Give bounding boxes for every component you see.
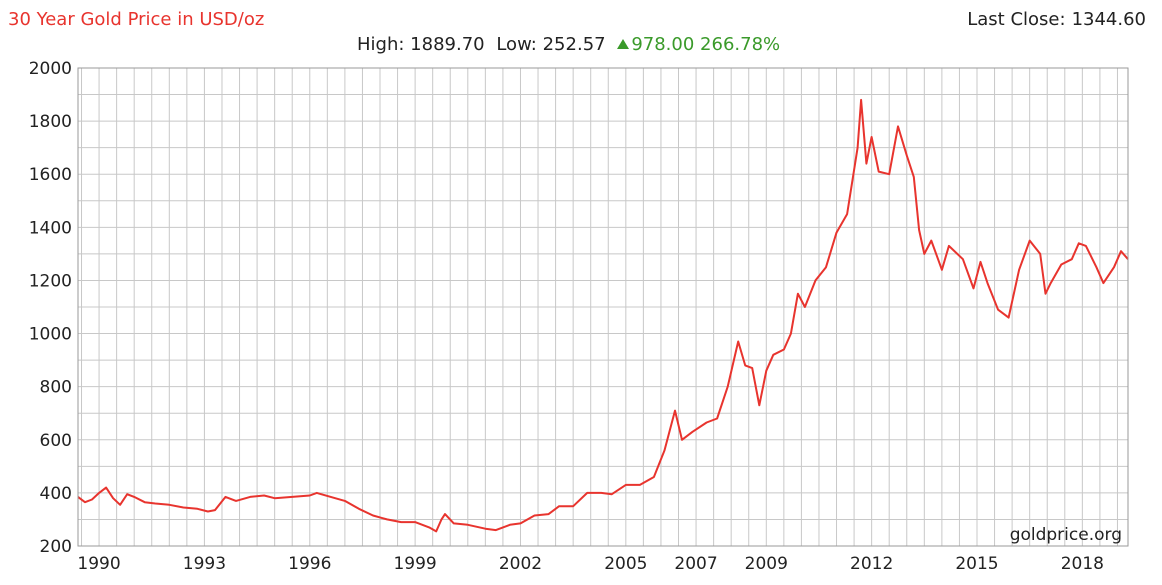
low-value: 252.57 <box>542 34 606 55</box>
y-tick-label: 200 <box>40 537 72 557</box>
last-close-label: Last Close: <box>967 9 1066 30</box>
chart-grid <box>78 67 1128 547</box>
y-tick-label: 800 <box>40 378 72 398</box>
y-tick-label: 2000 <box>29 59 72 79</box>
last-close: Last Close: 1344.60 <box>961 9 1146 30</box>
y-tick-label: 1800 <box>29 112 72 132</box>
watermark: goldprice.org <box>1010 525 1122 545</box>
high-label: High: <box>357 34 405 55</box>
x-tick-label: 2007 <box>674 554 717 574</box>
plot-frame <box>77 67 1129 547</box>
gold-price-line <box>77 98 1129 533</box>
x-tick-label: 2009 <box>745 554 788 574</box>
x-tick-label: 2005 <box>604 554 647 574</box>
y-tick-label: 1600 <box>29 165 72 185</box>
y-tick-label: 1400 <box>29 218 72 238</box>
x-tick-label: 1993 <box>183 554 226 574</box>
x-tick-label: 2012 <box>850 554 893 574</box>
high-value: 1889.70 <box>410 34 485 55</box>
low-label: Low: <box>496 34 537 55</box>
price-stats: High: 1889.70 Low: 252.57 978.00 266.78% <box>357 34 780 55</box>
y-tick-label: 1000 <box>29 325 72 345</box>
x-tick-label: 1999 <box>393 554 436 574</box>
chart-title: 30 Year Gold Price in USD/oz <box>8 9 265 30</box>
y-tick-label: 1200 <box>29 271 72 291</box>
y-tick-label: 600 <box>40 431 72 451</box>
x-tick-label: 1990 <box>77 554 120 574</box>
change-percent: 266.78% <box>700 34 781 55</box>
x-tick-label: 2002 <box>499 554 542 574</box>
change-value: 978.00 <box>631 34 695 55</box>
last-close-value: 1344.60 <box>1071 9 1146 30</box>
x-tick-label: 2018 <box>1061 554 1104 574</box>
y-axis-ticks: 2000 1800 1600 1400 1200 1000 800 600 400 200 <box>29 59 72 557</box>
up-arrow-icon <box>617 39 630 49</box>
x-tick-label: 1996 <box>288 554 331 574</box>
x-tick-label: 2015 <box>955 554 998 574</box>
y-tick-label: 400 <box>40 484 72 504</box>
x-axis-ticks: 1990 1993 1996 1999 2002 2005 2007 2009 2012 2015… <box>77 554 1104 574</box>
